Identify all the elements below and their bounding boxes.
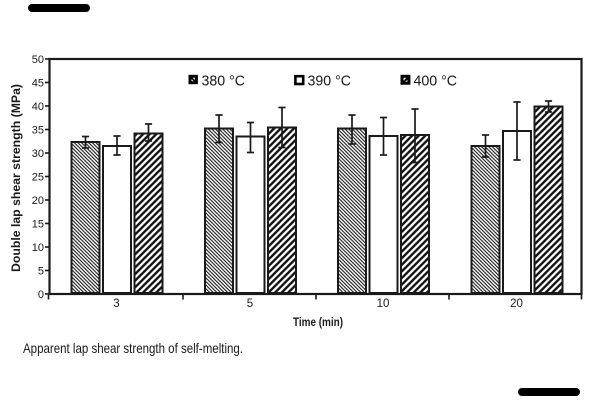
svg-text:35: 35 xyxy=(32,125,44,137)
svg-text:390 °C: 390 °C xyxy=(308,73,352,90)
svg-text:45: 45 xyxy=(32,78,44,90)
svg-text:Double lap shear strength (MPa: Double lap shear strength (MPa) xyxy=(9,84,23,272)
svg-text:40: 40 xyxy=(32,101,44,113)
svg-text:380 °C: 380 °C xyxy=(202,73,246,90)
svg-text:Time (min): Time (min) xyxy=(293,315,343,329)
svg-text:0: 0 xyxy=(38,289,44,301)
svg-text:10: 10 xyxy=(377,298,390,310)
svg-text:10: 10 xyxy=(32,242,44,254)
svg-text:20: 20 xyxy=(32,195,44,207)
svg-text:15: 15 xyxy=(32,219,44,231)
svg-text:30: 30 xyxy=(32,148,44,160)
svg-text:3: 3 xyxy=(113,298,119,310)
svg-text:20: 20 xyxy=(510,298,523,310)
svg-text:Apparent lap shear strength of: Apparent lap shear strength of self-melt… xyxy=(23,340,243,356)
svg-text:400 °C: 400 °C xyxy=(414,73,458,90)
svg-text:50: 50 xyxy=(32,54,44,66)
svg-text:5: 5 xyxy=(38,266,44,278)
svg-text:25: 25 xyxy=(32,172,44,184)
svg-text:5: 5 xyxy=(247,298,253,310)
